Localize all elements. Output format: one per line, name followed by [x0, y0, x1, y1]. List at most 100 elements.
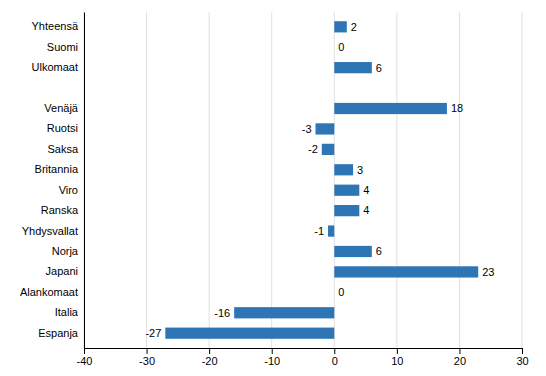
y-tick-label: Yhdysvallat: [22, 225, 78, 237]
x-tick-mark: [147, 348, 148, 354]
y-tick-label: Alankomaat: [20, 286, 78, 298]
x-tick-mark: [522, 348, 523, 354]
data-label: -16: [214, 307, 230, 319]
x-tick: -40: [77, 348, 93, 367]
data-label: 6: [376, 62, 382, 74]
y-tick-label: Ruotsi: [47, 122, 78, 134]
data-label: 4: [363, 204, 369, 216]
grid-line: [209, 12, 210, 348]
grid-line: [271, 12, 272, 348]
y-tick-label: Britannia: [35, 163, 79, 175]
x-tick: -10: [264, 348, 280, 367]
x-tick-label: 10: [391, 355, 403, 367]
grid-line: [522, 12, 523, 348]
chart: -40-30-20-100102030EspanjaItaliaAlankoma…: [0, 0, 546, 376]
y-tick: Saksa: [47, 143, 84, 155]
x-axis-line: [85, 349, 523, 355]
x-tick-label: -10: [264, 355, 280, 367]
bars: [165, 21, 478, 339]
y-tick: Venäjä: [44, 102, 84, 114]
bar: [334, 21, 347, 32]
x-tick-mark: [459, 348, 460, 354]
x-axis: -40 -30 -20 -10 0 10 20 30: [77, 348, 529, 367]
data-label: -1: [314, 225, 324, 237]
x-tick-label: -30: [139, 355, 155, 367]
y-tick-label: Saksa: [47, 143, 78, 155]
y-tick: Italia: [55, 306, 84, 318]
y-tick-label: Suomi: [47, 41, 78, 53]
data-label: -3: [302, 123, 312, 135]
data-labels: -27-160236-1443-2-318602: [145, 21, 494, 339]
y-tick: Ulkomaat: [32, 61, 84, 73]
y-tick-label: Norja: [52, 245, 79, 257]
data-label: 18: [451, 102, 463, 114]
bar: [165, 328, 334, 339]
bar: [334, 164, 353, 175]
bar: [322, 144, 335, 155]
x-tick-label: 30: [516, 355, 528, 367]
grid-line: [84, 12, 85, 348]
x-tick-label: -20: [202, 355, 218, 367]
y-tick-label: Venäjä: [44, 102, 79, 114]
y-axis: Espanja Italia Alankomaat Japani Norja Yhdysv…: [20, 13, 85, 349]
x-tick-mark: [84, 348, 85, 354]
x-tick-label: 0: [332, 355, 338, 367]
y-tick: Japani: [46, 265, 84, 277]
x-tick-mark: [334, 348, 335, 354]
y-tick-label: Ulkomaat: [32, 61, 78, 73]
data-label: -27: [145, 327, 161, 339]
grid-line: [396, 12, 397, 348]
x-tick-mark: [209, 348, 210, 354]
y-tick: Espanja: [38, 327, 84, 339]
y-tick-label: Ranska: [41, 204, 79, 216]
y-tick: Britannia: [35, 163, 84, 175]
x-tick: 10: [391, 348, 403, 367]
y-tick-label: Yhteensä: [32, 20, 79, 32]
x-tick-mark: [272, 348, 273, 354]
data-label: 4: [363, 184, 369, 196]
bar: [334, 185, 359, 196]
bar: [334, 62, 372, 73]
data-label: 6: [376, 245, 382, 257]
plot: -40-30-20-100102030EspanjaItaliaAlankoma…: [20, 12, 529, 367]
y-tick: Suomi: [47, 41, 84, 53]
y-tick: Yhdysvallat: [22, 225, 84, 237]
bar: [334, 205, 359, 216]
y-tick-label: Viro: [59, 184, 78, 196]
data-label: 3: [357, 164, 363, 176]
x-tick: -30: [139, 348, 155, 367]
bar: [334, 246, 372, 257]
x-tick-label: 20: [454, 355, 466, 367]
data-label: 2: [351, 21, 357, 33]
y-tick-label: Japani: [46, 265, 78, 277]
bar: [234, 307, 334, 318]
y-tick-label: Italia: [55, 306, 79, 318]
y-tick: Norja: [52, 245, 84, 257]
data-label: 23: [482, 266, 494, 278]
bar: [334, 103, 447, 114]
bar: [316, 123, 335, 134]
bar: [334, 287, 335, 298]
x-tick-label: -40: [77, 355, 93, 367]
y-tick: Ruotsi: [47, 122, 84, 134]
bar: [334, 266, 478, 277]
grid: [84, 12, 522, 348]
x-tick: -20: [202, 348, 218, 367]
grid-line: [459, 12, 460, 348]
y-tick: Ranska: [41, 204, 84, 216]
grid-line: [146, 12, 147, 348]
data-label: 0: [338, 41, 344, 53]
bar: [328, 225, 334, 236]
x-tick: 0: [332, 348, 338, 367]
bar: [334, 42, 335, 53]
y-tick-label: Espanja: [38, 327, 79, 339]
x-tick: 30: [516, 348, 528, 367]
x-tick-mark: [397, 348, 398, 354]
y-tick: Alankomaat: [20, 286, 84, 298]
y-tick: Viro: [59, 184, 84, 196]
data-label: -2: [308, 143, 318, 155]
y-tick: Yhteensä: [32, 20, 84, 32]
data-label: 0: [338, 286, 344, 298]
y-axis-line: [84, 13, 85, 349]
x-tick: 20: [454, 348, 466, 367]
